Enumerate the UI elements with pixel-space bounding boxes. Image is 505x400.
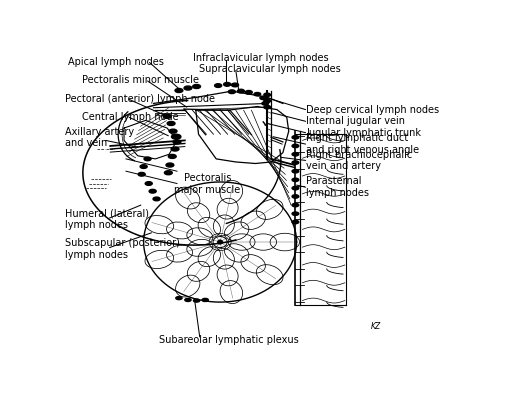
Ellipse shape bbox=[245, 90, 252, 94]
Ellipse shape bbox=[291, 195, 298, 198]
Text: Right lymphatic duct
and right venous angle: Right lymphatic duct and right venous an… bbox=[306, 133, 419, 155]
Ellipse shape bbox=[169, 129, 177, 133]
Ellipse shape bbox=[237, 89, 244, 93]
Text: Apical lymph nodes: Apical lymph nodes bbox=[68, 56, 164, 66]
Ellipse shape bbox=[184, 298, 191, 302]
Ellipse shape bbox=[144, 157, 151, 161]
Ellipse shape bbox=[228, 90, 235, 94]
Text: Subareolar lymphatic plexus: Subareolar lymphatic plexus bbox=[159, 335, 298, 345]
Ellipse shape bbox=[168, 154, 176, 158]
Ellipse shape bbox=[291, 152, 298, 156]
Ellipse shape bbox=[291, 161, 298, 164]
Ellipse shape bbox=[262, 102, 268, 105]
Ellipse shape bbox=[184, 86, 191, 90]
Ellipse shape bbox=[163, 114, 171, 118]
Text: Internal jugular vein: Internal jugular vein bbox=[306, 116, 405, 126]
Text: Humeral (lateral)
lymph nodes: Humeral (lateral) lymph nodes bbox=[65, 208, 149, 230]
Ellipse shape bbox=[223, 82, 230, 86]
Text: Pectoralis
major muscle: Pectoralis major muscle bbox=[174, 173, 240, 195]
Ellipse shape bbox=[291, 212, 298, 215]
Ellipse shape bbox=[171, 147, 179, 151]
Text: Supraclavicular lymph nodes: Supraclavicular lymph nodes bbox=[198, 64, 340, 74]
Circle shape bbox=[217, 240, 222, 244]
Ellipse shape bbox=[153, 197, 160, 201]
Text: Jugular lymphatic trunk: Jugular lymphatic trunk bbox=[306, 128, 421, 138]
Ellipse shape bbox=[214, 84, 221, 88]
Text: KZ: KZ bbox=[370, 322, 381, 331]
Text: Axillary artery
and vein: Axillary artery and vein bbox=[65, 126, 134, 148]
Ellipse shape bbox=[231, 83, 238, 87]
Ellipse shape bbox=[291, 203, 298, 207]
Ellipse shape bbox=[145, 182, 152, 185]
Ellipse shape bbox=[171, 134, 181, 139]
Text: Parasternal
lymph nodes: Parasternal lymph nodes bbox=[306, 176, 369, 198]
Text: Central lymph node: Central lymph node bbox=[82, 112, 178, 122]
Ellipse shape bbox=[149, 189, 156, 193]
Text: Right brachiocephalic
vein and artery: Right brachiocephalic vein and artery bbox=[306, 150, 412, 171]
Text: Deep cervical lymph nodes: Deep cervical lymph nodes bbox=[306, 105, 439, 115]
Text: Pectoral (anterior) lymph node: Pectoral (anterior) lymph node bbox=[65, 94, 215, 104]
Ellipse shape bbox=[166, 163, 174, 167]
Ellipse shape bbox=[175, 296, 182, 300]
Ellipse shape bbox=[291, 178, 298, 182]
Text: Pectoralis minor muscle: Pectoralis minor muscle bbox=[82, 75, 198, 85]
Ellipse shape bbox=[164, 171, 172, 175]
Ellipse shape bbox=[263, 93, 270, 96]
Ellipse shape bbox=[167, 122, 175, 126]
Ellipse shape bbox=[291, 170, 298, 173]
Ellipse shape bbox=[138, 172, 145, 176]
Ellipse shape bbox=[173, 140, 181, 144]
Ellipse shape bbox=[263, 99, 270, 103]
Ellipse shape bbox=[291, 220, 298, 224]
Text: Infraclavicular lymph nodes: Infraclavicular lymph nodes bbox=[192, 53, 328, 63]
Ellipse shape bbox=[291, 144, 298, 148]
Ellipse shape bbox=[201, 298, 208, 302]
Ellipse shape bbox=[175, 88, 182, 92]
Ellipse shape bbox=[193, 299, 199, 302]
Ellipse shape bbox=[192, 84, 200, 88]
Ellipse shape bbox=[260, 96, 266, 100]
Ellipse shape bbox=[140, 165, 147, 168]
Ellipse shape bbox=[291, 186, 298, 190]
Ellipse shape bbox=[254, 92, 260, 96]
Ellipse shape bbox=[263, 106, 270, 109]
Ellipse shape bbox=[291, 136, 298, 139]
Text: Subscapular (posterior)
lymph nodes: Subscapular (posterior) lymph nodes bbox=[65, 238, 180, 260]
